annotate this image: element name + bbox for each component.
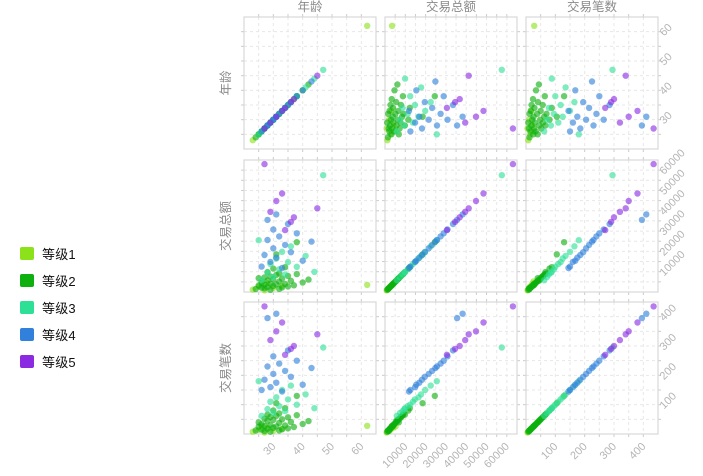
scatter-panel-age-vs-age [241, 14, 379, 152]
row-header-amount: 交易总额 [218, 201, 233, 252]
legend-swatch [20, 355, 34, 368]
legend-item-grade-1[interactable]: 等级1 [20, 244, 76, 263]
y-tick-label-count-200: 200 [658, 361, 679, 382]
column-header-amount: 交易总额 [426, 0, 477, 14]
legend-item-grade-2[interactable]: 等级2 [20, 271, 76, 290]
legend-label: 等级1 [42, 247, 76, 262]
legend-label: 等级3 [42, 301, 76, 316]
x-tick-label-age-60: 60 [349, 441, 366, 458]
legend-swatch [20, 247, 34, 260]
column-header-age: 年龄 [297, 0, 323, 14]
x-tick-label-count-400: 400 [627, 441, 648, 462]
y-tick-label-count-400: 400 [658, 302, 679, 323]
y-tick-label-age-30: 30 [658, 110, 675, 127]
legend-swatch [20, 274, 34, 287]
chart-legend: 等级1 等级2 等级3 等级4 等级5 [0, 0, 120, 476]
legend-swatch [20, 328, 34, 341]
scatter-panel-amount-vs-count [523, 157, 661, 295]
x-tick-label-count-100: 100 [539, 441, 560, 462]
x-tick-label-count-200: 200 [568, 441, 589, 462]
legend-item-grade-3[interactable]: 等级3 [20, 298, 76, 317]
y-tick-label-count-300: 300 [658, 332, 679, 353]
scatter-panel-count-vs-age [241, 299, 379, 437]
legend-item-grade-4[interactable]: 等级4 [20, 325, 76, 344]
y-tick-label-count-100: 100 [658, 390, 679, 411]
legend-swatch [20, 301, 34, 314]
x-tick-label-age-30: 30 [261, 441, 278, 458]
scatter-panel-age-vs-amount [382, 14, 520, 152]
scatter-panel-count-vs-count [523, 299, 661, 437]
y-tick-label-age-60: 60 [658, 22, 675, 39]
scatter-panel-age-vs-count [523, 14, 661, 152]
column-header-count: 交易笔数 [567, 0, 618, 14]
x-tick-label-age-50: 50 [320, 441, 337, 458]
x-tick-label-count-300: 300 [598, 441, 619, 462]
legend-item-grade-5[interactable]: 等级5 [20, 352, 76, 371]
legend-label: 等级5 [42, 355, 76, 370]
scatter-panel-count-vs-amount [382, 299, 520, 437]
scatter-panel-amount-vs-amount [382, 157, 520, 295]
y-tick-label-age-40: 40 [658, 80, 675, 97]
legend-label: 等级2 [42, 274, 76, 289]
y-tick-label-age-50: 50 [658, 51, 675, 68]
legend-label: 等级4 [42, 328, 76, 343]
row-header-count: 交易笔数 [218, 343, 233, 394]
scatter-panel-amount-vs-age [241, 157, 379, 295]
row-header-age: 年龄 [219, 70, 233, 96]
x-tick-label-age-40: 40 [291, 441, 308, 458]
